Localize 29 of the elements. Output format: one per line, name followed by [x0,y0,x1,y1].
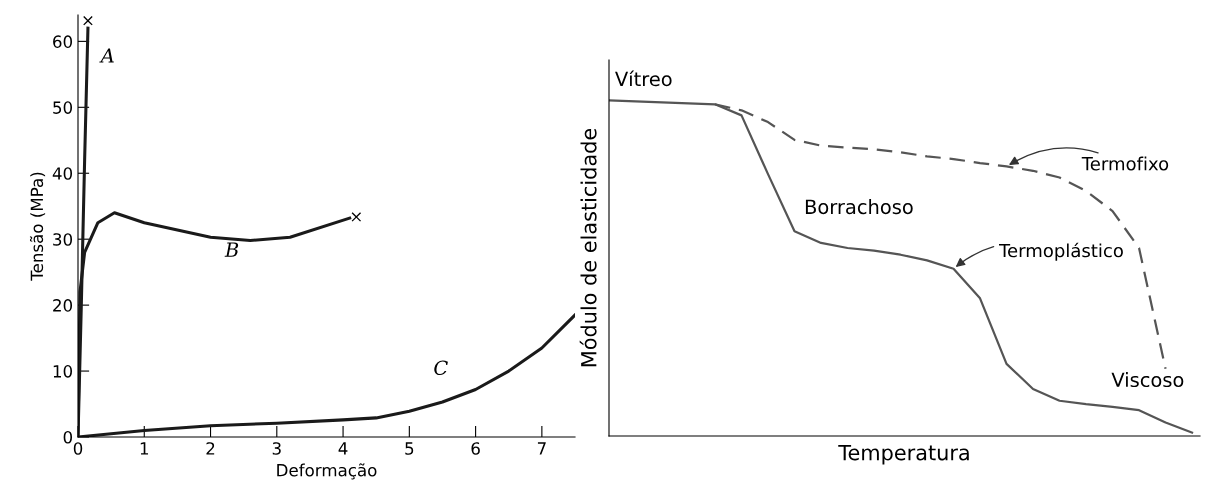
y-tick-label: 30 [53,233,73,246]
x-tick-label: 0 [73,442,83,455]
x-tick-label: 2 [206,442,215,455]
x-tick-label: 7 [537,442,546,455]
annotation: Borrachoso [805,199,913,215]
y-tick-label: 20 [53,299,73,312]
annotation: × [351,212,362,222]
y-axis-title: Módulo de elasticidade [579,128,597,367]
y-tick-label: 10 [53,365,73,378]
annotation: A [99,48,114,63]
x-tick-label: 1 [140,442,149,455]
y-tick-label: 50 [53,101,73,114]
annotation: B [224,242,239,257]
text: Vítreo [615,70,672,87]
annotation: Termofixo [1081,156,1169,171]
x-tick-label: 5 [405,442,414,455]
annotation: Viscoso [1111,372,1184,388]
y-tick-label: 0 [63,430,73,444]
x-axis-title: Deformação [277,463,377,480]
x-tick-label: 6 [471,442,480,455]
x-tick-label: 3 [272,442,281,455]
y-tick-label: 60 [53,35,73,48]
annotation: C [434,360,448,376]
annotation: × [83,16,93,26]
y-tick-label: 40 [52,167,73,180]
y-axis-title: Tensão (MPa) [29,172,46,281]
annotation: Termoplástico [999,242,1123,261]
x-axis-title: Temperatura [838,444,969,465]
x-tick-label: 4 [338,442,348,455]
